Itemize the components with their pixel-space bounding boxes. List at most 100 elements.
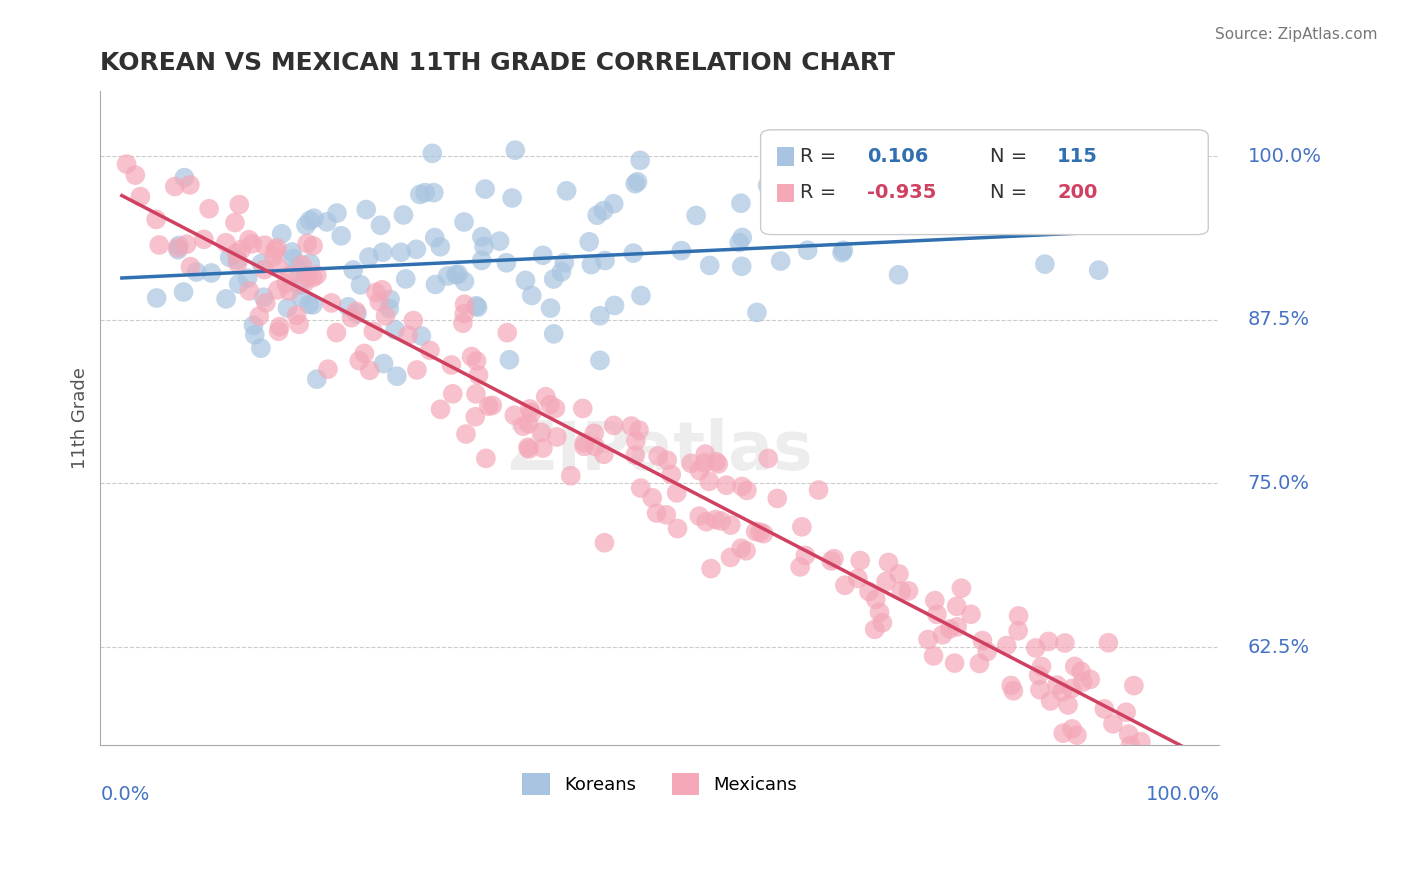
Point [267,324,290,338]
Point [534,390,557,404]
Point [716,478,738,492]
Point [250,256,273,270]
Point [371,283,394,297]
Point [186,265,208,279]
Text: 62.5%: 62.5% [1247,638,1309,657]
Point [325,326,347,340]
Point [224,216,246,230]
Point [603,298,626,312]
Point [602,196,624,211]
Point [467,368,489,382]
Point [603,418,626,433]
Point [298,297,321,311]
Point [250,341,273,355]
Point [495,256,517,270]
Point [288,318,311,332]
Point [589,353,612,368]
Point [501,191,523,205]
Point [253,238,276,252]
Point [846,571,869,585]
Point [531,441,554,455]
Text: 200: 200 [1057,183,1098,202]
Point [877,556,900,570]
Point [179,260,201,274]
Point [695,515,717,529]
Point [1053,636,1076,650]
Point [420,146,443,161]
Point [544,401,567,416]
Point [173,170,195,185]
Point [581,258,603,272]
Point [969,657,991,671]
Point [583,426,606,441]
Point [950,581,973,595]
Point [326,206,349,220]
Point [704,455,727,469]
Point [413,186,436,200]
Point [124,168,146,182]
Point [503,143,526,157]
Point [302,239,325,253]
Point [688,509,710,524]
Point [254,296,277,310]
Point [1062,722,1084,736]
Point [453,297,475,311]
Point [440,358,463,372]
Point [299,256,322,270]
Point [730,541,752,556]
Point [145,212,167,227]
Point [621,246,644,260]
Point [555,184,578,198]
Point [425,277,447,292]
Point [373,357,395,371]
Text: 115: 115 [1057,146,1098,166]
Point [519,401,541,416]
Point [371,245,394,260]
Point [228,197,250,211]
Point [540,301,562,315]
Point [167,243,190,257]
Point [572,439,595,453]
Point [685,209,707,223]
Point [931,628,953,642]
Point [148,238,170,252]
Y-axis label: 11th Grade: 11th Grade [72,367,89,469]
Point [295,236,318,251]
Point [756,451,779,466]
Point [291,258,314,272]
Point [731,260,754,274]
Point [872,615,894,630]
Point [922,648,945,663]
Text: N =: N = [990,146,1028,166]
Point [789,560,811,574]
Point [287,260,309,275]
Point [179,178,201,192]
Point [679,456,702,470]
Point [943,656,966,670]
Point [465,354,488,368]
Point [447,267,470,281]
Point [231,243,253,257]
Point [630,481,652,495]
Point [115,157,138,171]
Bar [778,184,794,202]
Point [465,299,488,313]
Point [586,208,609,222]
Point [166,241,188,255]
Point [731,230,754,244]
Point [1007,608,1029,623]
Point [1122,679,1144,693]
Point [1063,659,1085,673]
Point [571,401,593,416]
Point [337,300,360,314]
Point [423,186,446,200]
Point [628,153,651,168]
Point [849,553,872,567]
Point [173,285,195,299]
Point [453,307,475,321]
Point [520,288,543,302]
Point [285,308,308,322]
Point [1102,717,1125,731]
Point [464,409,486,424]
Point [655,508,678,522]
